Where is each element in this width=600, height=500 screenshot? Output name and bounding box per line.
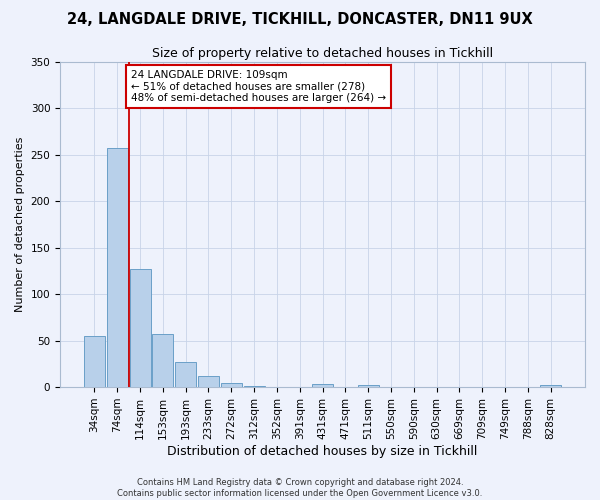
Bar <box>358 385 379 387</box>
Bar <box>84 336 105 387</box>
Bar <box>244 386 265 387</box>
Bar <box>175 362 196 387</box>
Bar <box>312 384 333 387</box>
Y-axis label: Number of detached properties: Number of detached properties <box>15 136 25 312</box>
Bar <box>221 384 242 387</box>
Text: 24 LANGDALE DRIVE: 109sqm
← 51% of detached houses are smaller (278)
48% of semi: 24 LANGDALE DRIVE: 109sqm ← 51% of detac… <box>131 70 386 103</box>
Bar <box>107 148 128 387</box>
Text: 24, LANGDALE DRIVE, TICKHILL, DONCASTER, DN11 9UX: 24, LANGDALE DRIVE, TICKHILL, DONCASTER,… <box>67 12 533 28</box>
Bar <box>130 269 151 387</box>
X-axis label: Distribution of detached houses by size in Tickhill: Distribution of detached houses by size … <box>167 444 478 458</box>
Bar <box>540 385 561 387</box>
Text: Contains HM Land Registry data © Crown copyright and database right 2024.
Contai: Contains HM Land Registry data © Crown c… <box>118 478 482 498</box>
Bar <box>198 376 219 387</box>
Bar <box>152 334 173 387</box>
Title: Size of property relative to detached houses in Tickhill: Size of property relative to detached ho… <box>152 48 493 60</box>
